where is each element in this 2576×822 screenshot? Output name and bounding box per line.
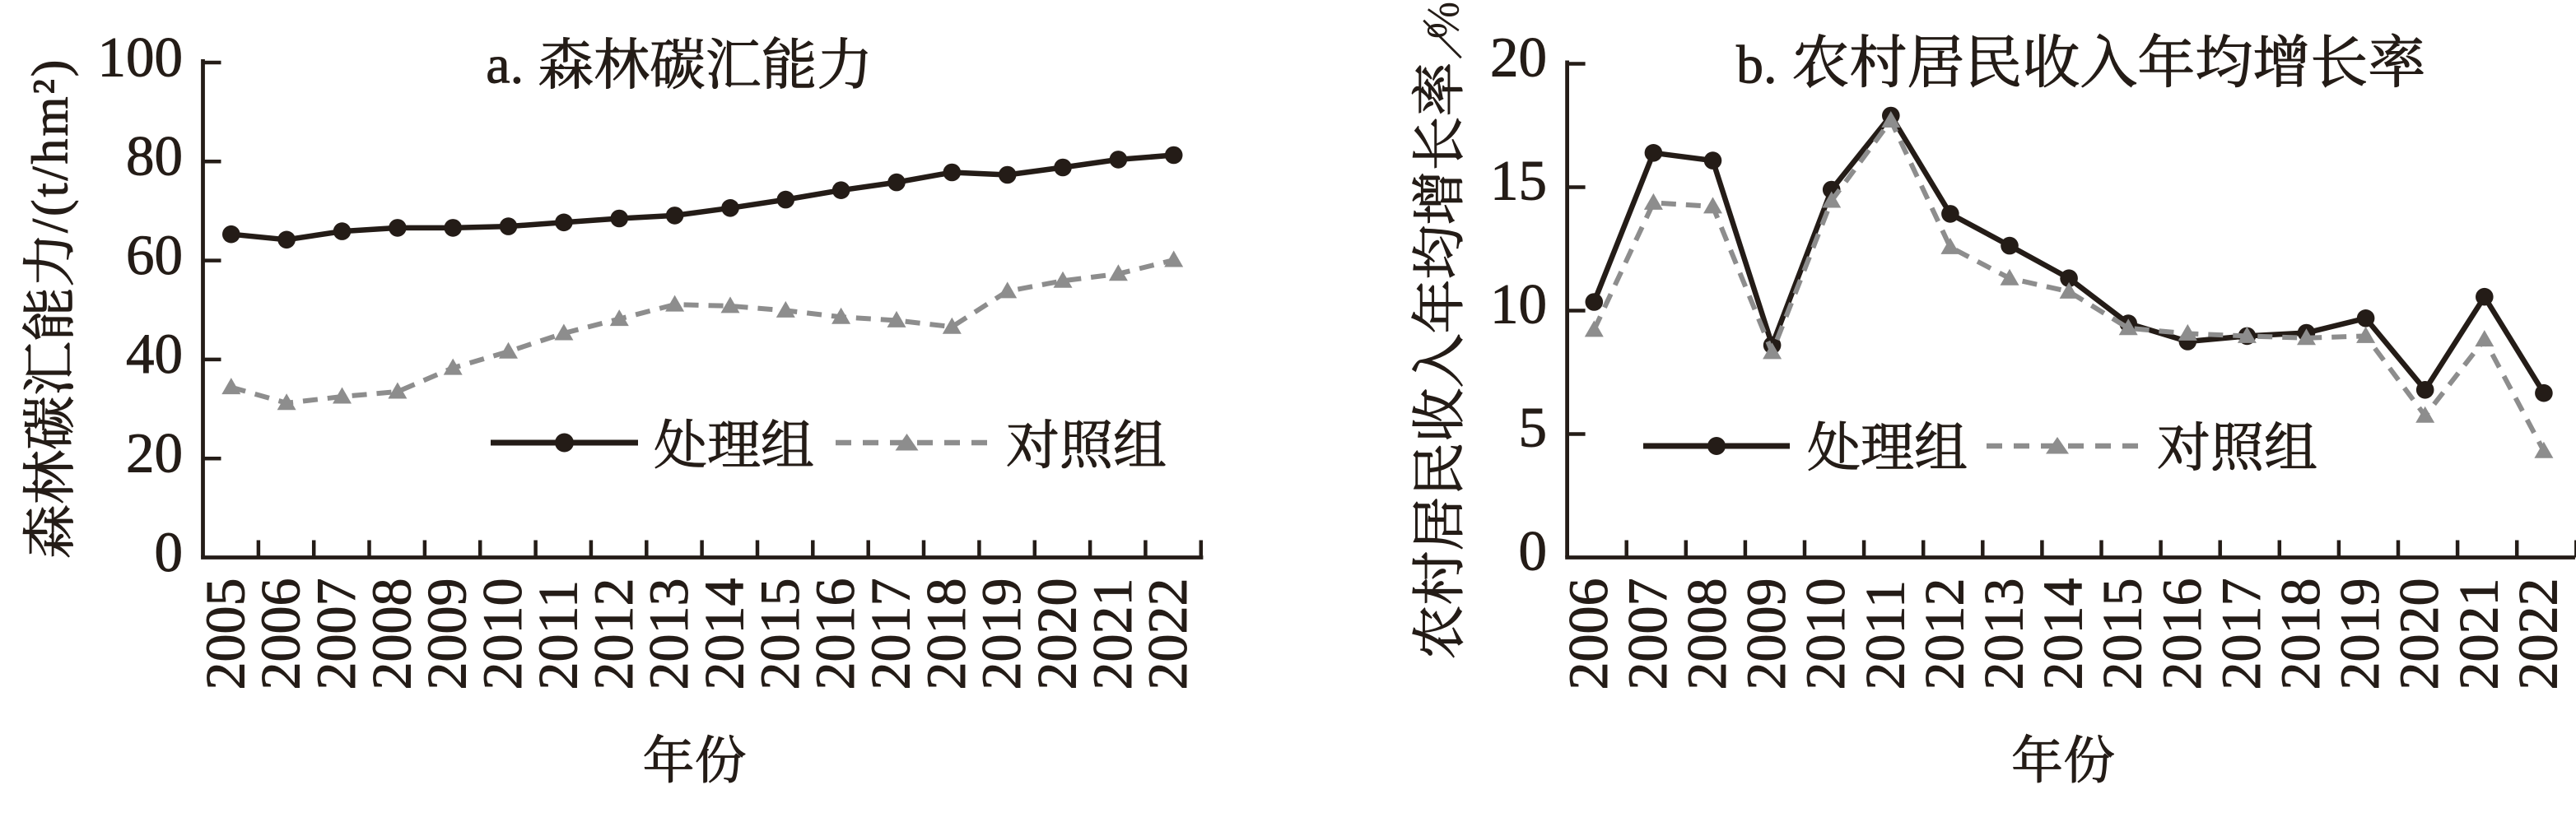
svg-text:2006: 2006 [249, 578, 312, 690]
svg-text:2007: 2007 [305, 578, 367, 690]
svg-text:20: 20 [1490, 26, 1547, 89]
svg-text:2007: 2007 [1616, 578, 1679, 690]
svg-text:2010: 2010 [471, 578, 533, 690]
svg-text:5: 5 [1519, 397, 1548, 459]
svg-text:2015: 2015 [2091, 578, 2154, 690]
svg-text:2012: 2012 [1912, 578, 1975, 690]
svg-text:2019: 2019 [2328, 578, 2391, 690]
svg-text:20: 20 [126, 422, 183, 485]
svg-text:40: 40 [126, 323, 183, 385]
svg-text:2008: 2008 [360, 578, 422, 690]
svg-text:2016: 2016 [2150, 578, 2213, 690]
svg-text:2006: 2006 [1557, 578, 1619, 690]
svg-text:2011: 2011 [1853, 580, 1916, 690]
svg-text:2020: 2020 [1026, 578, 1088, 690]
svg-text:2008: 2008 [1675, 578, 1738, 690]
svg-text:a.: a. [486, 35, 524, 95]
svg-text:100: 100 [98, 26, 184, 88]
svg-text:2019: 2019 [970, 578, 1032, 690]
svg-text:2009: 2009 [416, 578, 478, 690]
svg-text:b.: b. [1736, 35, 1777, 95]
svg-text:2021: 2021 [2447, 578, 2509, 690]
svg-text:2012: 2012 [582, 578, 645, 690]
svg-text:2013: 2013 [1973, 578, 2035, 690]
svg-text:2018: 2018 [2269, 578, 2331, 690]
svg-text:2016: 2016 [804, 578, 866, 690]
svg-text:2018: 2018 [915, 578, 977, 690]
svg-text:2010: 2010 [1794, 578, 1856, 690]
svg-text:2014: 2014 [2032, 578, 2094, 690]
svg-text:2017: 2017 [2210, 578, 2272, 690]
svg-text:0: 0 [1519, 520, 1548, 583]
svg-text:/(t/hm²): /(t/hm²) [22, 58, 78, 233]
svg-text:0: 0 [155, 521, 184, 583]
svg-text:2017: 2017 [859, 578, 922, 690]
svg-text:2022: 2022 [1136, 578, 1199, 690]
svg-text:2005: 2005 [193, 578, 256, 690]
svg-text:2013: 2013 [637, 578, 700, 690]
svg-text:2014: 2014 [693, 578, 756, 690]
svg-text:2022: 2022 [2506, 578, 2569, 690]
svg-text:2020: 2020 [2387, 578, 2450, 690]
svg-text:60: 60 [126, 224, 183, 286]
svg-text:2011: 2011 [526, 580, 589, 690]
svg-text:10: 10 [1490, 273, 1547, 336]
svg-text:2021: 2021 [1081, 578, 1144, 690]
svg-text:80: 80 [126, 125, 183, 188]
svg-text:2009: 2009 [1735, 578, 1797, 690]
svg-text:2015: 2015 [748, 578, 811, 690]
svg-text:15: 15 [1490, 150, 1547, 212]
